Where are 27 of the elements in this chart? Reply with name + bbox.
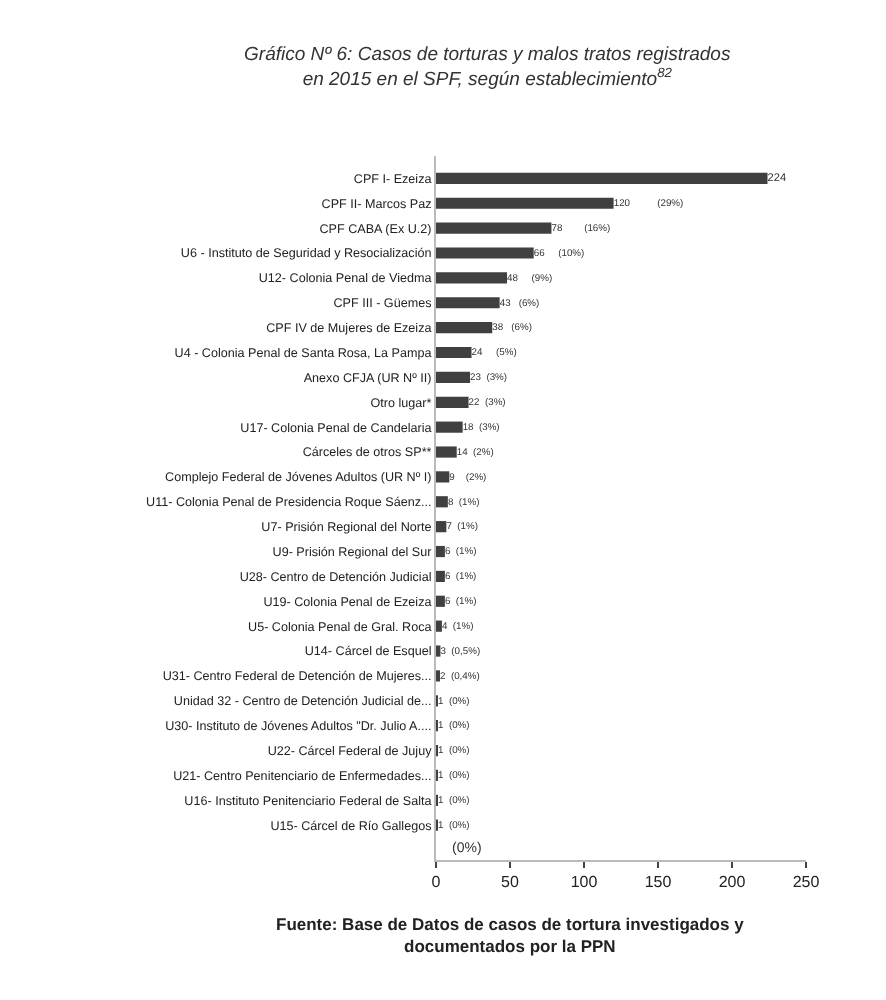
x-tick-label: 250 — [792, 873, 821, 892]
bar — [436, 272, 508, 284]
bar — [436, 421, 463, 433]
bar — [436, 521, 447, 533]
bar — [436, 620, 442, 632]
x-tick-label: 50 — [501, 873, 520, 892]
bar — [436, 197, 614, 209]
bar — [436, 471, 450, 483]
bar — [436, 396, 469, 408]
x-tick-label: 100 — [570, 873, 599, 892]
x-tick-label: 150 — [644, 873, 673, 892]
bar — [436, 570, 445, 582]
x-tick-label: 0 — [431, 873, 442, 892]
bar — [436, 322, 493, 334]
bar — [436, 446, 457, 458]
bar — [436, 247, 534, 259]
bar — [436, 222, 552, 234]
source-note: Fuente: Base de Datos de casos de tortura investigados y documentados por la PPN — [276, 914, 745, 957]
bar — [436, 371, 471, 383]
bar — [436, 496, 448, 508]
bar — [436, 172, 768, 184]
bar — [436, 346, 472, 359]
bar — [436, 545, 445, 558]
chart-title: Gráfico Nº 6: Casos de torturas y malos tratos registrados en 2015 en el SPF, según establecimiento$^{82}$ — [244, 44, 731, 91]
bar — [436, 595, 445, 607]
x-tick-label: 200 — [718, 873, 747, 892]
bar — [436, 297, 500, 309]
